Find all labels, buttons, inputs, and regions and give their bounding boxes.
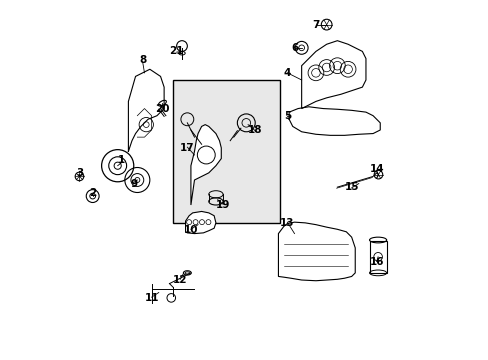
Text: 8: 8	[139, 55, 146, 65]
Text: 18: 18	[247, 125, 262, 135]
Text: 16: 16	[368, 257, 383, 267]
Text: 13: 13	[280, 218, 294, 228]
Polygon shape	[278, 222, 354, 281]
Text: 11: 11	[144, 293, 159, 303]
Bar	[173, 80, 280, 223]
Text: 9: 9	[130, 179, 137, 189]
Bar	[369, 241, 386, 273]
Text: 12: 12	[173, 275, 187, 285]
Text: 4: 4	[283, 68, 290, 78]
Text: 10: 10	[183, 225, 198, 235]
Text: 3: 3	[76, 168, 83, 178]
Text: 15: 15	[344, 182, 358, 192]
Text: 7: 7	[312, 19, 319, 30]
Text: 1: 1	[118, 156, 124, 165]
Text: 19: 19	[215, 200, 230, 210]
Polygon shape	[185, 211, 216, 234]
Polygon shape	[301, 41, 365, 109]
Text: 21: 21	[169, 46, 183, 57]
Text: 17: 17	[180, 143, 194, 153]
Text: 20: 20	[155, 104, 169, 113]
Text: 6: 6	[290, 43, 298, 53]
Polygon shape	[190, 125, 221, 205]
Text: 2: 2	[89, 188, 96, 198]
Text: 5: 5	[283, 111, 290, 121]
Text: 14: 14	[368, 164, 383, 174]
